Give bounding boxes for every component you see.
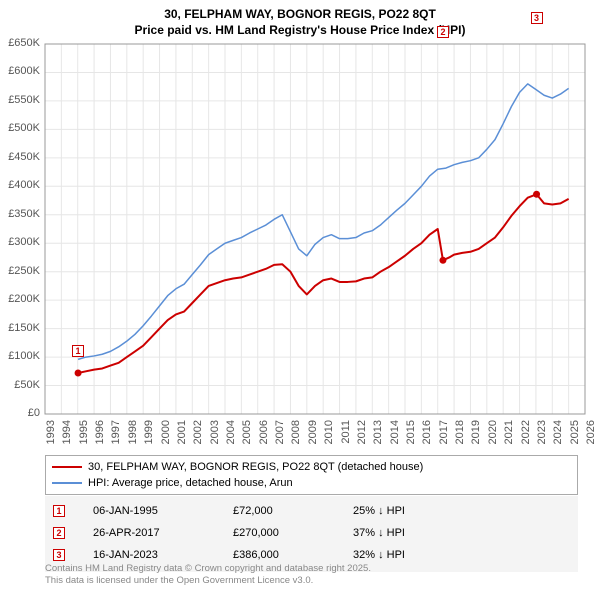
y-tick-label: £150K	[0, 322, 40, 334]
x-tick-label: 2010	[323, 420, 335, 460]
marker-price: £386,000	[233, 549, 353, 561]
marker-box-2: 2	[437, 26, 449, 38]
x-tick-label: 2016	[421, 420, 433, 460]
y-tick-label: £400K	[0, 179, 40, 191]
marker-hpi: 37% ↓ HPI	[353, 527, 453, 539]
chart-title: 30, FELPHAM WAY, BOGNOR REGIS, PO22 8QT …	[0, 0, 600, 38]
x-tick-label: 2019	[470, 420, 482, 460]
marker-table-box: 3	[53, 549, 65, 561]
y-tick-label: £500K	[0, 122, 40, 134]
x-tick-label: 2025	[569, 420, 581, 460]
y-tick-label: £300K	[0, 236, 40, 248]
marker-date: 26-APR-2017	[93, 527, 233, 539]
x-tick-label: 1998	[127, 420, 139, 460]
x-tick-label: 2017	[438, 420, 450, 460]
marker-box-1: 1	[72, 345, 84, 357]
legend-swatch	[52, 482, 82, 484]
y-tick-label: £600K	[0, 65, 40, 77]
x-axis-labels: 1993199419951996199719981999200020012002…	[45, 416, 585, 456]
x-tick-label: 2003	[209, 420, 221, 460]
marker-table-box: 1	[53, 505, 65, 517]
marker-dot-2	[439, 257, 446, 264]
x-tick-label: 2004	[225, 420, 237, 460]
legend: 30, FELPHAM WAY, BOGNOR REGIS, PO22 8QT …	[45, 455, 578, 495]
marker-table-box: 2	[53, 527, 65, 539]
x-tick-label: 1996	[94, 420, 106, 460]
marker-box-3: 3	[531, 12, 543, 24]
legend-label: 30, FELPHAM WAY, BOGNOR REGIS, PO22 8QT …	[88, 461, 423, 473]
x-tick-label: 2021	[503, 420, 515, 460]
x-tick-label: 2018	[454, 420, 466, 460]
marker-table-row-1: 1 06-JAN-1995£72,00025% ↓ HPI	[53, 500, 570, 522]
x-tick-label: 2000	[160, 420, 172, 460]
plot-svg	[45, 44, 585, 414]
x-tick-label: 2026	[585, 420, 597, 460]
x-tick-label: 2014	[389, 420, 401, 460]
x-tick-label: 1993	[45, 420, 57, 460]
legend-item-hpi: HPI: Average price, detached house, Arun	[52, 475, 571, 491]
footer-line-2: This data is licensed under the Open Gov…	[45, 575, 578, 587]
x-tick-label: 2023	[536, 420, 548, 460]
y-tick-label: £50K	[0, 379, 40, 391]
marker-date: 06-JAN-1995	[93, 505, 233, 517]
title-line-2: Price paid vs. HM Land Registry's House …	[0, 22, 600, 38]
legend-item-property: 30, FELPHAM WAY, BOGNOR REGIS, PO22 8QT …	[52, 459, 571, 475]
x-tick-label: 2002	[192, 420, 204, 460]
y-tick-label: £450K	[0, 151, 40, 163]
x-tick-label: 2012	[356, 420, 368, 460]
marker-date: 16-JAN-2023	[93, 549, 233, 561]
marker-table-row-2: 2 26-APR-2017£270,00037% ↓ HPI	[53, 522, 570, 544]
x-tick-label: 1997	[110, 420, 122, 460]
chart-area: £0£50K£100K£150K£200K£250K£300K£350K£400…	[45, 44, 585, 414]
marker-dot-1	[75, 370, 82, 377]
marker-table: 1 06-JAN-1995£72,00025% ↓ HPI 2 26-APR-2017…	[45, 496, 578, 572]
x-tick-label: 2022	[520, 420, 532, 460]
footer: Contains HM Land Registry data © Crown c…	[45, 563, 578, 587]
x-tick-label: 1995	[78, 420, 90, 460]
x-tick-label: 1994	[61, 420, 73, 460]
y-tick-label: £0	[0, 407, 40, 419]
x-tick-label: 2009	[307, 420, 319, 460]
marker-price: £270,000	[233, 527, 353, 539]
x-tick-label: 2001	[176, 420, 188, 460]
x-tick-label: 2024	[552, 420, 564, 460]
x-tick-label: 2006	[258, 420, 270, 460]
y-tick-label: £100K	[0, 350, 40, 362]
marker-dot-3	[533, 191, 540, 198]
x-tick-label: 2013	[372, 420, 384, 460]
x-tick-label: 2005	[241, 420, 253, 460]
y-axis-labels: £0 £50K £100K £150K £200K £250K £300K £350K £400…	[0, 37, 42, 421]
legend-label: HPI: Average price, detached house, Arun	[88, 477, 293, 489]
y-tick-label: £350K	[0, 208, 40, 220]
x-tick-label: 2011	[340, 420, 352, 460]
y-tick-label: £550K	[0, 94, 40, 106]
x-tick-label: 1999	[143, 420, 155, 460]
x-tick-label: 2007	[274, 420, 286, 460]
y-tick-label: £250K	[0, 265, 40, 277]
marker-hpi: 25% ↓ HPI	[353, 505, 453, 517]
title-line-1: 30, FELPHAM WAY, BOGNOR REGIS, PO22 8QT	[0, 6, 600, 22]
x-tick-label: 2008	[290, 420, 302, 460]
x-tick-label: 2015	[405, 420, 417, 460]
legend-swatch	[52, 466, 82, 468]
marker-hpi: 32% ↓ HPI	[353, 549, 453, 561]
x-tick-label: 2020	[487, 420, 499, 460]
marker-price: £72,000	[233, 505, 353, 517]
y-tick-label: £650K	[0, 37, 40, 49]
y-tick-label: £200K	[0, 293, 40, 305]
footer-line-1: Contains HM Land Registry data © Crown c…	[45, 563, 578, 575]
